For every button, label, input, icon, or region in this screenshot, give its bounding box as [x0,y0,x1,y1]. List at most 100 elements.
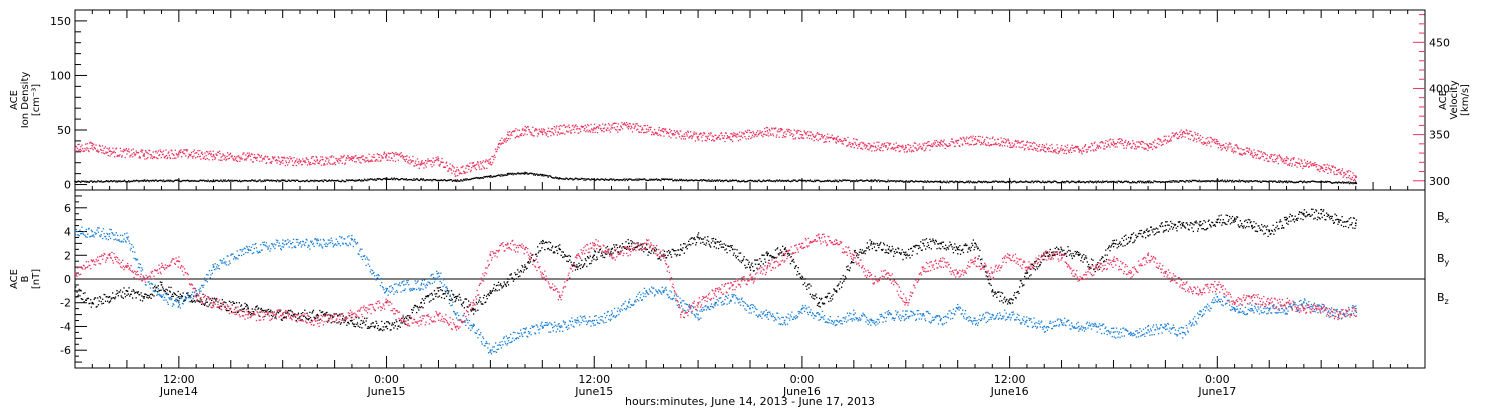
density-point [94,181,96,183]
velocity-point [803,130,805,132]
velocity-point [120,150,122,152]
velocity-point [623,122,625,124]
density-point [1114,181,1117,184]
velocity-point [1343,175,1345,177]
bx-point [655,250,657,252]
velocity-point [1298,158,1300,160]
bx-point [594,251,596,253]
bx-point [282,317,285,319]
velocity-point [151,157,154,160]
density-point [1055,181,1058,183]
velocity-point [271,156,274,158]
bx-point [188,295,191,297]
velocity-point [134,154,136,157]
velocity-point [411,160,413,162]
velocity-point [948,145,950,147]
density-point [1255,180,1258,182]
bx-point [184,299,186,301]
velocity-point [720,132,723,134]
density-point [204,180,207,182]
density-point [600,178,602,180]
bx-point [601,254,604,256]
velocity-point [1149,146,1151,148]
velocity-point [772,133,774,135]
velocity-point [635,123,637,125]
density-point [81,180,83,182]
velocity-point [831,134,833,136]
velocity-point [336,159,338,162]
bx-point [633,248,636,250]
velocity-point [80,150,83,152]
bx-point [203,303,205,305]
bx-point [518,271,520,273]
velocity-point [973,144,975,146]
density-point [225,180,227,182]
bx-point [759,258,761,260]
bx-point [858,254,860,256]
velocity-point [499,139,501,142]
velocity-point [568,124,570,126]
density-point [620,179,622,181]
bx-point [191,301,194,303]
density-point [1035,180,1037,182]
velocity-point [1281,161,1284,163]
velocity-point [1175,132,1178,134]
velocity-point [875,147,877,149]
density-point [290,180,292,182]
velocity-point [225,159,227,161]
bx-point [383,329,385,331]
bx-point [505,285,507,287]
density-point [561,178,563,180]
velocity-point [1337,169,1339,171]
density-point [1331,182,1333,184]
density-point [1122,181,1124,184]
velocity-point [895,149,897,152]
bx-point [337,314,339,316]
bx-point [806,288,808,290]
density-point [212,180,214,183]
velocity-point [343,154,345,157]
velocity-point [282,162,284,164]
density-point [960,181,962,183]
velocity-point [590,123,592,126]
velocity-point [723,135,726,137]
density-point [533,174,535,176]
density-point [564,178,566,180]
bx-point [190,301,192,303]
velocity-point [574,125,576,127]
bx-point [752,270,755,272]
bx-point [574,269,577,271]
density-point [465,179,467,181]
bx-point [374,325,376,327]
velocity-point [672,134,674,136]
bx-point [613,244,615,246]
velocity-point [1298,162,1300,164]
velocity-point [299,160,301,162]
velocity-point [480,163,482,165]
bx-point [393,327,395,329]
velocity-point [1349,177,1351,179]
velocity-point [1172,132,1174,134]
velocity-point [942,141,945,143]
velocity-point [595,128,597,130]
velocity-point [939,141,942,143]
density-point [794,179,796,181]
density-point [1349,181,1352,183]
velocity-point [144,150,147,152]
velocity-point [1291,163,1293,165]
velocity-point [533,135,535,137]
velocity-point [646,131,648,133]
velocity-point [751,136,753,138]
velocity-point [734,135,737,137]
bx-point [845,277,847,279]
velocity-point [1218,143,1221,145]
velocity-point [439,165,441,167]
density-data-point [74,180,76,183]
velocity-point [1131,145,1133,148]
velocity-point [621,128,624,130]
velocity-point [991,137,993,139]
bx-point [287,311,289,313]
velocity-point [1160,139,1162,141]
velocity-point [711,135,713,137]
bx-point [204,303,206,305]
